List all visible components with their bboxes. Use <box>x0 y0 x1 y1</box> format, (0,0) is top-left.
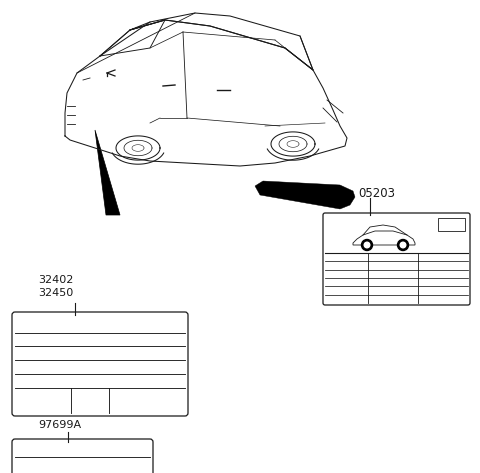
FancyBboxPatch shape <box>323 213 470 305</box>
Bar <box>438 218 465 231</box>
Text: 32450: 32450 <box>38 288 73 298</box>
FancyBboxPatch shape <box>12 439 153 473</box>
Text: 05203: 05203 <box>358 186 395 200</box>
Text: 32402: 32402 <box>38 275 73 285</box>
Circle shape <box>364 242 370 248</box>
FancyBboxPatch shape <box>12 312 188 416</box>
Text: 97699A: 97699A <box>38 420 81 430</box>
Polygon shape <box>255 181 355 209</box>
Circle shape <box>400 242 406 248</box>
Circle shape <box>397 239 408 251</box>
Polygon shape <box>95 130 120 215</box>
Polygon shape <box>353 231 415 245</box>
Circle shape <box>361 239 372 251</box>
